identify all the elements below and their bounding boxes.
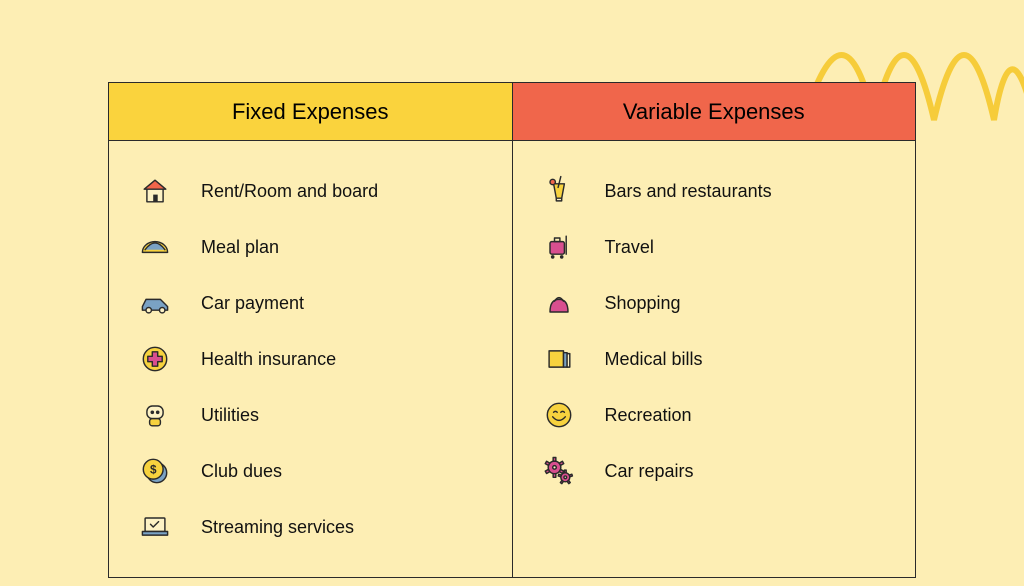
list-item: Meal plan <box>135 219 486 275</box>
variable-expenses-header: Variable Expenses <box>513 83 916 141</box>
taco-icon <box>135 227 175 267</box>
variable-expenses-title: Variable Expenses <box>623 99 805 125</box>
fixed-expenses-header: Fixed Expenses <box>109 83 512 141</box>
folder-icon <box>539 339 579 379</box>
gears-icon <box>539 451 579 491</box>
fixed-expenses-title: Fixed Expenses <box>232 99 389 125</box>
item-label: Medical bills <box>605 349 703 370</box>
luggage-icon <box>539 227 579 267</box>
item-label: Health insurance <box>201 349 336 370</box>
variable-expenses-list: Bars and restaurants Travel Shopping Med… <box>513 141 916 521</box>
list-item: Shopping <box>539 275 890 331</box>
house-icon <box>135 171 175 211</box>
list-item: Travel <box>539 219 890 275</box>
item-label: Car repairs <box>605 461 694 482</box>
item-label: Club dues <box>201 461 282 482</box>
item-label: Utilities <box>201 405 259 426</box>
medical-icon <box>135 339 175 379</box>
robot-icon <box>135 395 175 435</box>
item-label: Rent/Room and board <box>201 181 378 202</box>
car-icon <box>135 283 175 323</box>
item-label: Shopping <box>605 293 681 314</box>
expenses-table: Fixed Expenses Rent/Room and board Meal … <box>108 82 916 578</box>
variable-expenses-column: Variable Expenses Bars and restaurants T… <box>513 83 916 577</box>
list-item: Health insurance <box>135 331 486 387</box>
fixed-expenses-column: Fixed Expenses Rent/Room and board Meal … <box>109 83 513 577</box>
list-item: Utilities <box>135 387 486 443</box>
item-label: Car payment <box>201 293 304 314</box>
item-label: Meal plan <box>201 237 279 258</box>
list-item: Recreation <box>539 387 890 443</box>
list-item: Bars and restaurants <box>539 163 890 219</box>
fixed-expenses-list: Rent/Room and board Meal plan Car paymen… <box>109 141 512 577</box>
item-label: Travel <box>605 237 654 258</box>
coin-icon: $ <box>135 451 175 491</box>
infographic-canvas: Fixed Expenses Rent/Room and board Meal … <box>0 0 1024 586</box>
svg-text:$: $ <box>150 464 157 477</box>
item-label: Streaming services <box>201 517 354 538</box>
laptop-icon <box>135 507 175 547</box>
list-item: Medical bills <box>539 331 890 387</box>
list-item: Car payment <box>135 275 486 331</box>
item-label: Bars and restaurants <box>605 181 772 202</box>
item-label: Recreation <box>605 405 692 426</box>
smiley-icon <box>539 395 579 435</box>
list-item: Rent/Room and board <box>135 163 486 219</box>
cocktail-icon <box>539 171 579 211</box>
bag-icon <box>539 283 579 323</box>
list-item: Streaming services <box>135 499 486 555</box>
list-item: Car repairs <box>539 443 890 499</box>
list-item: $ Club dues <box>135 443 486 499</box>
